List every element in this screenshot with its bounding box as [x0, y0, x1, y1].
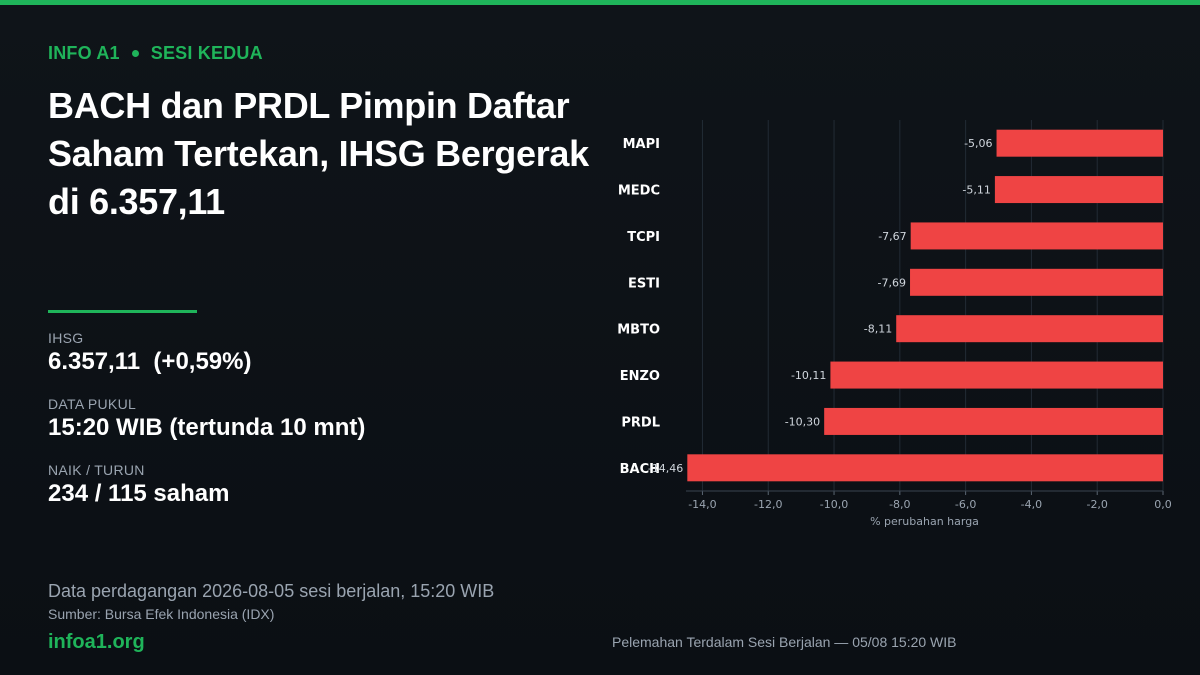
data-label: -10,30 — [785, 415, 820, 428]
stat-breadth-label: NAIK / TURUN — [48, 462, 145, 478]
category-label: ESTI — [628, 276, 660, 291]
bar-tcpi — [910, 222, 1163, 250]
divider — [48, 310, 197, 313]
x-tick-label: 0,0 — [1154, 498, 1172, 511]
stat-breadth: NAIK / TURUN 234 / 115 saham — [48, 462, 229, 508]
x-axis-label: % perubahan harga — [870, 515, 979, 528]
bar-esti — [910, 268, 1163, 296]
separator-dot-icon — [131, 50, 139, 57]
chart-bars — [687, 129, 1163, 482]
data-label: -5,06 — [964, 137, 992, 150]
stat-breadth-value: 234 / 115 saham — [48, 480, 230, 507]
category-label: TCPI — [627, 230, 660, 245]
data-note: Data perdagangan 2026-08-05 sesi berjala… — [48, 581, 495, 601]
site-link[interactable]: infoa1.org — [48, 631, 145, 653]
bar-prdl — [824, 407, 1163, 435]
kicker: INFO A1 SESI KEDUA — [48, 43, 263, 64]
x-tick-label: -4,0 — [1021, 498, 1042, 511]
bar-bach — [687, 454, 1163, 482]
stat-ihsg-label: IHSG — [48, 330, 84, 346]
stat-time-value: 15:20 WIB (tertunda 10 mnt) — [48, 414, 366, 441]
chart-category-labels: MAPI MEDC TCPI ESTI MBTO ENZO PRDL BACH — [617, 137, 660, 477]
x-tick-label: -14,0 — [688, 498, 716, 511]
source-note: Sumber: Bursa Efek Indonesia (IDX) — [48, 606, 275, 622]
category-label: BACH — [620, 462, 660, 477]
brand-label: INFO A1 — [48, 43, 120, 63]
x-tick-label: -10,0 — [820, 498, 848, 511]
top-accent-bar — [0, 0, 1200, 5]
bar-enzo — [830, 361, 1163, 389]
data-label: -10,11 — [791, 369, 826, 382]
x-tick-label: -12,0 — [754, 498, 782, 511]
section-label: SESI KEDUA — [150, 43, 263, 63]
bar-medc — [994, 176, 1163, 204]
data-label: -7,69 — [878, 276, 906, 289]
category-label: PRDL — [621, 415, 660, 430]
bar-mbto — [896, 315, 1163, 343]
x-axis: -14,0 -12,0 -10,0 -8,0 -6,0 -4,0 -2,0 0,0 — [686, 490, 1172, 511]
category-label: MEDC — [618, 184, 660, 199]
x-tick-label: -8,0 — [889, 498, 910, 511]
x-tick-label: -2,0 — [1086, 498, 1107, 511]
data-label: -5,11 — [962, 184, 990, 197]
category-label: MAPI — [623, 137, 660, 152]
category-label: MBTO — [617, 323, 660, 338]
category-label: ENZO — [620, 369, 660, 384]
stat-time-label: DATA PUKUL — [48, 396, 137, 412]
chart-grid — [701, 120, 1164, 491]
stat-time: DATA PUKUL 15:20 WIB (tertunda 10 mnt) — [48, 396, 365, 442]
stat-ihsg: IHSG 6.357,11 (+0,59%) — [48, 330, 251, 376]
data-label: -14,46 — [648, 462, 683, 475]
chart-caption: Pelemahan Terdalam Sesi Berjalan — 05/08… — [612, 634, 957, 650]
x-tick-label: -6,0 — [955, 498, 976, 511]
chart-data-labels: -5,06 -5,11 -7,67 -7,69 -8,11 -10,11 -10,30 -14… — [648, 137, 993, 475]
data-label: -7,67 — [878, 230, 906, 243]
data-label: -8,11 — [864, 323, 892, 336]
stat-ihsg-value: 6.357,11 (+0,59%) — [48, 348, 252, 375]
page-title: BACH dan PRDL Pimpin Daftar Saham Tertek… — [48, 85, 589, 222]
bar-mapi — [996, 129, 1163, 157]
